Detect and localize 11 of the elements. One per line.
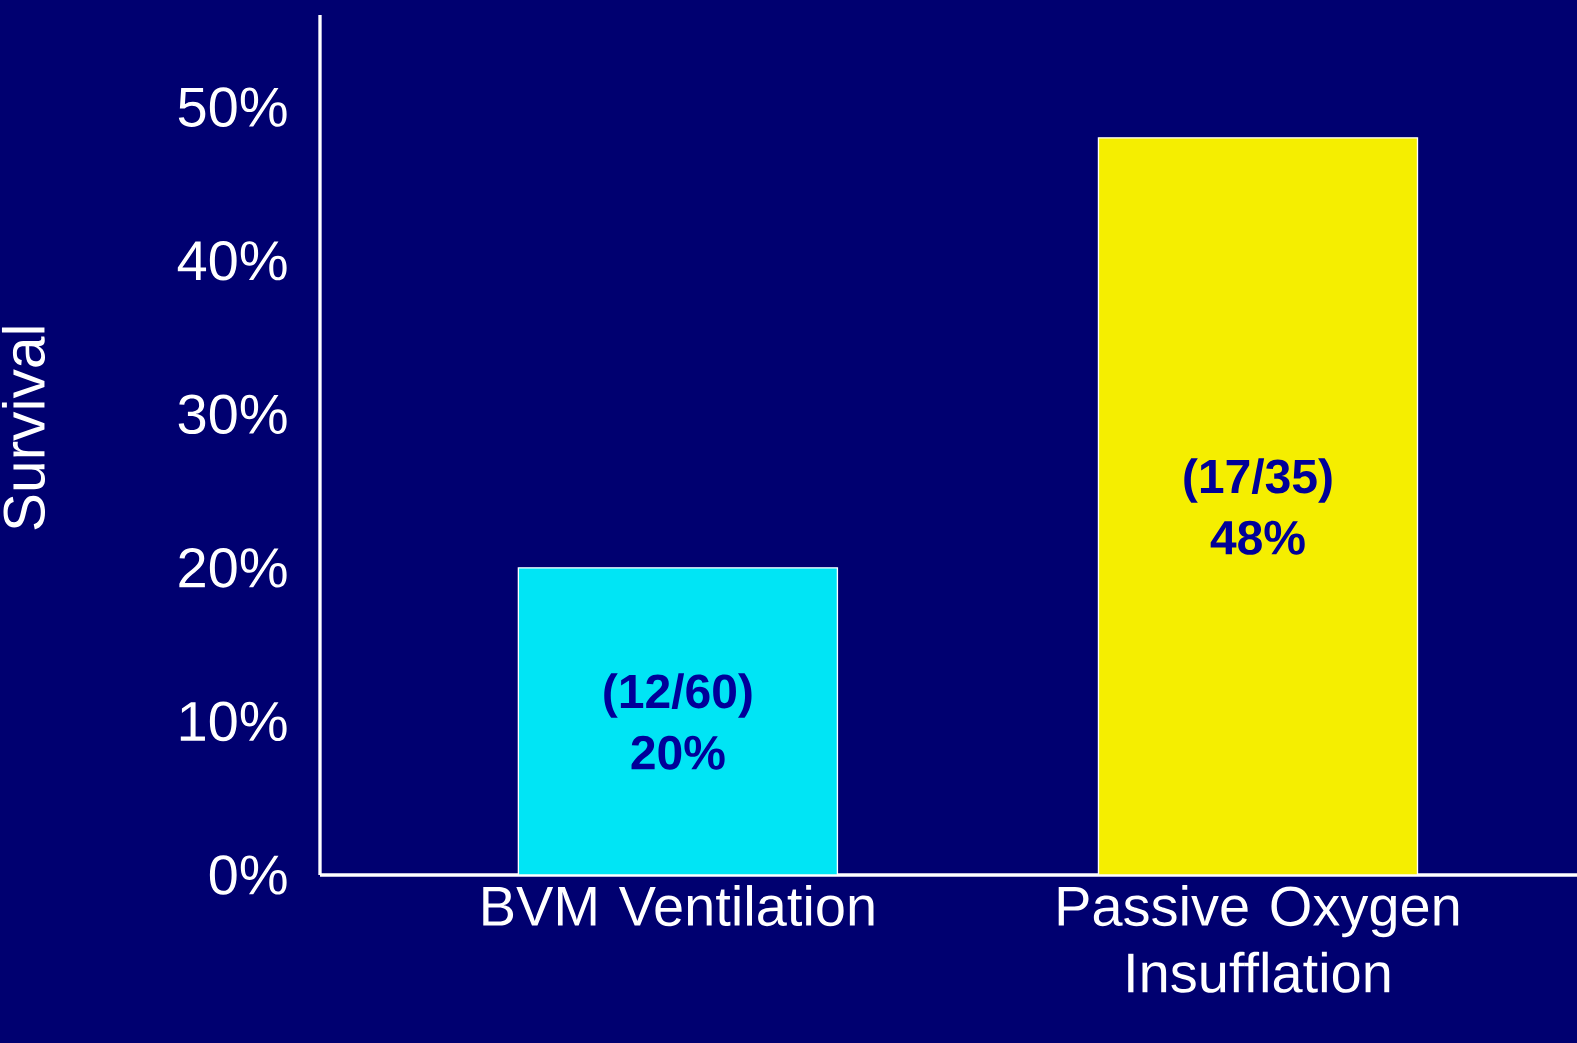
- y-tick-label: 0%: [209, 855, 287, 895]
- y-tick-label: 50%: [178, 87, 287, 127]
- data-label: (17/35) 48%: [1184, 458, 1332, 555]
- y-tick-label: 30%: [178, 394, 287, 435]
- y-tick-label: 10%: [180, 701, 287, 742]
- y-tick-label: 40%: [177, 240, 287, 281]
- x-tick-label: Passive Oxygen Insufflation: [1058, 885, 1459, 993]
- y-tick-label: 20%: [179, 548, 287, 588]
- y-axis-title: Survival: [1, 327, 46, 530]
- x-tick-label: BVM Ventilation: [483, 885, 874, 927]
- data-label: (12/60) 20%: [604, 673, 752, 770]
